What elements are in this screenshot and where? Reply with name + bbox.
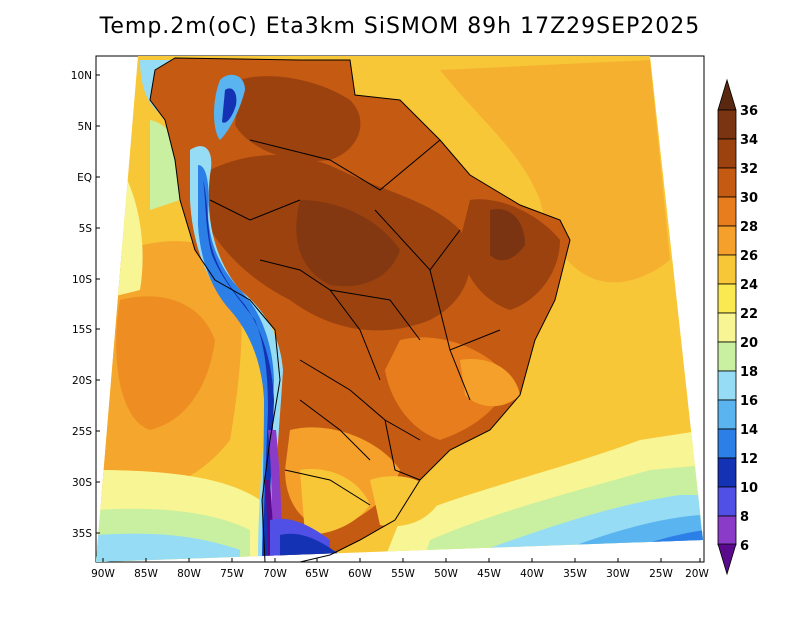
lon-label: 40W [520,568,544,580]
lat-label: 10S [72,274,92,286]
colorbar: 36 34 32 30 28 26 24 22 20 18 16 14 12 1… [717,78,758,576]
lon-label: 55W [391,568,415,580]
lon-label: 85W [134,568,158,580]
colorbar-label: 22 [740,307,758,322]
colorbar-segment [717,254,737,285]
colorbar-segment [717,109,737,140]
colorbar-label: 16 [740,394,758,409]
latitude-axis: 10N 5N EQ 5S 10S 15S 20S 25S 30S 35S [71,70,93,540]
lat-label: 20S [72,375,92,387]
colorbar-segment [717,515,737,546]
colorbar-segment [717,399,737,430]
colorbar-bottom-triangle [717,543,737,576]
lon-label: 50W [434,568,458,580]
temperature-field [96,56,703,562]
colorbar-label: 34 [740,133,758,148]
longitude-axis: 90W 85W 80W 75W 70W 65W 60W 55W 50W 45W … [91,568,709,580]
lon-label: 35W [563,568,587,580]
lat-label: 10N [71,70,92,82]
colorbar-segment [717,370,737,401]
colorbar-label: 6 [740,539,749,554]
country-borders [149,57,571,563]
lon-label: 20W [685,568,709,580]
lat-label: EQ [77,172,92,184]
colorbar-label: 10 [740,481,758,496]
colorbar-segment [717,283,737,314]
map-title: Temp.2m(oC) Eta3km SiSMOM 89h 17Z29SEP20… [99,14,701,39]
colorbar-label: 8 [740,510,749,525]
lon-label: 60W [348,568,372,580]
colorbar-segment [717,167,737,198]
colorbar-label: 26 [740,249,758,264]
colorbar-segment [717,138,737,169]
lon-label: 45W [477,568,501,580]
colorbar-segment [717,486,737,517]
lat-label: 35S [72,528,92,540]
colorbar-segment [717,312,737,343]
colorbar-label: 32 [740,162,758,177]
lon-label: 25W [649,568,673,580]
colorbar-label: 18 [740,365,758,380]
colorbar-label: 24 [740,278,758,293]
lat-label: 30S [72,477,92,489]
lon-label: 70W [263,568,287,580]
colorbar-label: 20 [740,336,758,351]
lon-label: 75W [220,568,244,580]
colorbar-segment [717,196,737,227]
lon-label: 30W [606,568,630,580]
axis-ticks [96,74,701,562]
colorbar-top-triangle [717,78,737,111]
colorbar-label: 14 [740,423,758,438]
colorbar-label: 30 [740,191,758,206]
lat-label: 5N [77,121,92,133]
colorbar-segment [717,341,737,372]
lon-label: 80W [177,568,201,580]
lat-label: 25S [72,426,92,438]
lon-label: 90W [91,568,115,580]
colorbar-segment [717,428,737,459]
colorbar-segment [717,457,737,488]
colorbar-label: 12 [740,452,758,467]
lat-label: 5S [79,223,93,235]
colorbar-label: 36 [740,104,758,119]
lon-label: 65W [305,568,329,580]
lat-label: 15S [72,324,92,336]
colorbar-label: 28 [740,220,758,235]
colorbar-segment [717,225,737,256]
